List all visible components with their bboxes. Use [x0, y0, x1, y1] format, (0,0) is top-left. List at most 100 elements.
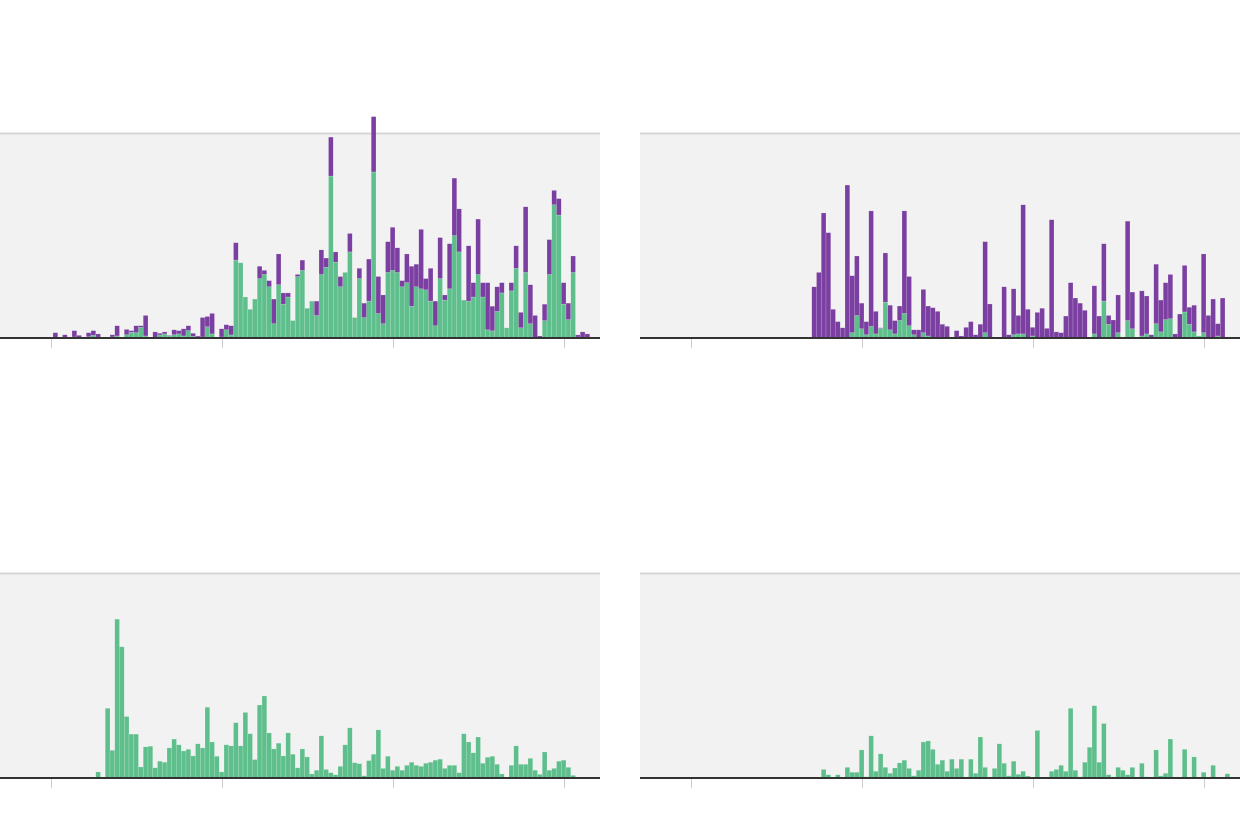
bar-series-1-bin-61	[342, 744, 348, 779]
bar-series-1-bin-78	[1063, 770, 1069, 779]
bar-series-1-bin-42	[252, 759, 258, 779]
bar-series-2-bin-76	[413, 263, 419, 288]
bar-series-1-bin-62	[347, 251, 353, 339]
bar-series-2-bin-23	[162, 331, 168, 335]
bar-series-2-bin-55	[314, 300, 320, 316]
bar-series-1-bin-68	[375, 729, 381, 779]
bar-series-1-bin-72	[1034, 730, 1040, 779]
bar-series-1-bin-68	[375, 313, 381, 339]
bar-series-2-bin-56	[318, 249, 324, 275]
bar-series-1-bin-76	[1053, 769, 1059, 779]
bar-series-1-bin-100	[527, 323, 533, 339]
bar-series-2-bin-33	[209, 313, 215, 335]
bar-series-1-bin-105	[1191, 756, 1197, 779]
bar-series-1-bin-38	[233, 259, 239, 339]
bar-series-2-bin-73	[399, 280, 405, 288]
bar-series-2-bin-103	[542, 303, 548, 321]
bar-series-1-bin-67	[371, 171, 377, 339]
bar-series-1-bin-52	[939, 759, 945, 779]
bar-series-1-bin-101	[532, 769, 538, 779]
bar-series-2-bin-52	[939, 324, 945, 339]
bar-series-1-bin-72	[394, 272, 400, 339]
bar-series-2-bin-53	[944, 326, 950, 339]
bar-series-1-bin-23	[162, 761, 168, 779]
bar-series-1-bin-92	[489, 330, 495, 339]
bar-series-1-bin-66	[366, 760, 372, 779]
bar-series-2-bin-45	[266, 280, 272, 288]
bar-series-1-bin-62	[347, 727, 353, 779]
bar-series-1-bin-48	[280, 303, 286, 339]
bar-series-1-bin-107	[561, 303, 567, 339]
bar-series-2-bin-94	[1139, 290, 1145, 337]
bar-series-1-bin-87	[466, 300, 472, 339]
bar-series-1-bin-86	[461, 299, 467, 339]
bar-series-2-bin-107	[561, 282, 567, 305]
bar-series-1-bin-96	[508, 765, 514, 779]
bar-series-1-bin-34	[214, 756, 220, 779]
bar-series-2-bin-29	[190, 333, 196, 337]
bar-series-2-bin-104	[1186, 307, 1192, 325]
bar-series-1-bin-92	[1129, 328, 1135, 339]
bar-series-1-bin-40	[242, 712, 248, 779]
bar-series-2-bin-27	[181, 328, 187, 337]
bar-series-1-bin-39	[878, 328, 884, 339]
bar-series-2-bin-69	[1020, 204, 1026, 335]
bar-series-2-bin-67	[371, 116, 377, 173]
bar-series-2-bin-78	[423, 278, 429, 291]
bar-series-2-bin-75	[1049, 219, 1055, 339]
bar-series-2-bin-65	[1001, 286, 1007, 339]
bar-series-2-bin-31	[200, 317, 206, 338]
chart-panel-top-right	[640, 132, 1240, 348]
bar-series-2-bin-84	[1091, 285, 1097, 335]
bar-series-1-bin-64	[356, 278, 362, 339]
bar-series-1-bin-99	[523, 272, 529, 339]
bar-series-2-bin-83	[447, 243, 453, 290]
bar-series-1-bin-66	[366, 300, 372, 339]
bar-series-2-bin-87	[1106, 315, 1112, 325]
bar-series-1-bin-60	[337, 286, 343, 339]
bar-series-2-bin-51	[935, 311, 941, 339]
bar-series-2-bin-30	[835, 321, 841, 339]
bar-series-1-bin-91	[485, 757, 491, 779]
bar-series-1-bin-15	[124, 716, 130, 779]
bar-series-2-bin-42	[892, 320, 898, 335]
bar-series-1-bin-37	[868, 735, 874, 779]
bar-series-2-bin-68	[1015, 315, 1021, 335]
bar-series-2-bin-70	[385, 241, 391, 273]
bar-series-1-bin-108	[565, 767, 571, 779]
bar-series-2-bin-46	[271, 298, 277, 324]
bar-series-2-bin-111	[1220, 297, 1226, 339]
bar-series-1-bin-64	[356, 763, 362, 779]
bar-series-2-bin-67	[1011, 288, 1017, 335]
bar-series-2-bin-71	[1030, 327, 1036, 337]
bar-series-2-bin-32	[204, 316, 210, 327]
bar-series-2-bin-37	[868, 210, 874, 327]
bar-series-2-bin-82	[1082, 310, 1088, 339]
bar-series-1-bin-39	[238, 745, 244, 779]
bar-series-1-bin-51	[295, 276, 301, 339]
bar-series-1-bin-86	[1101, 300, 1107, 339]
bar-series-2-bin-100	[527, 284, 533, 324]
bar-series-1-bin-105	[551, 204, 557, 339]
bar-series-1-bin-45	[906, 325, 912, 339]
bar-series-1-bin-17	[133, 733, 139, 779]
bar-series-1-bin-60	[977, 736, 983, 779]
bar-series-2-bin-91	[1125, 220, 1131, 321]
bar-series-2-bin-12	[109, 334, 115, 338]
bar-series-1-bin-26	[176, 744, 182, 779]
bar-series-2-bin-99	[1163, 282, 1169, 320]
bar-series-2-bin-49	[925, 305, 931, 337]
bar-series-1-bin-83	[1087, 747, 1093, 779]
bar-series-2-bin-47	[276, 253, 282, 285]
bar-series-2-bin-60	[977, 324, 983, 339]
bar-series-2-bin-82	[442, 294, 448, 301]
bar-series-1-bin-103	[542, 320, 548, 339]
bar-series-2-bin-102	[1177, 313, 1183, 339]
chart-panel-top-left	[0, 116, 600, 348]
bar-series-2-bin-59	[333, 251, 339, 263]
bar-series-1-bin-58	[968, 758, 974, 779]
bar-series-1-bin-73	[399, 286, 405, 339]
bar-series-1-bin-84	[1091, 705, 1097, 779]
bar-series-1-bin-63	[352, 317, 358, 339]
